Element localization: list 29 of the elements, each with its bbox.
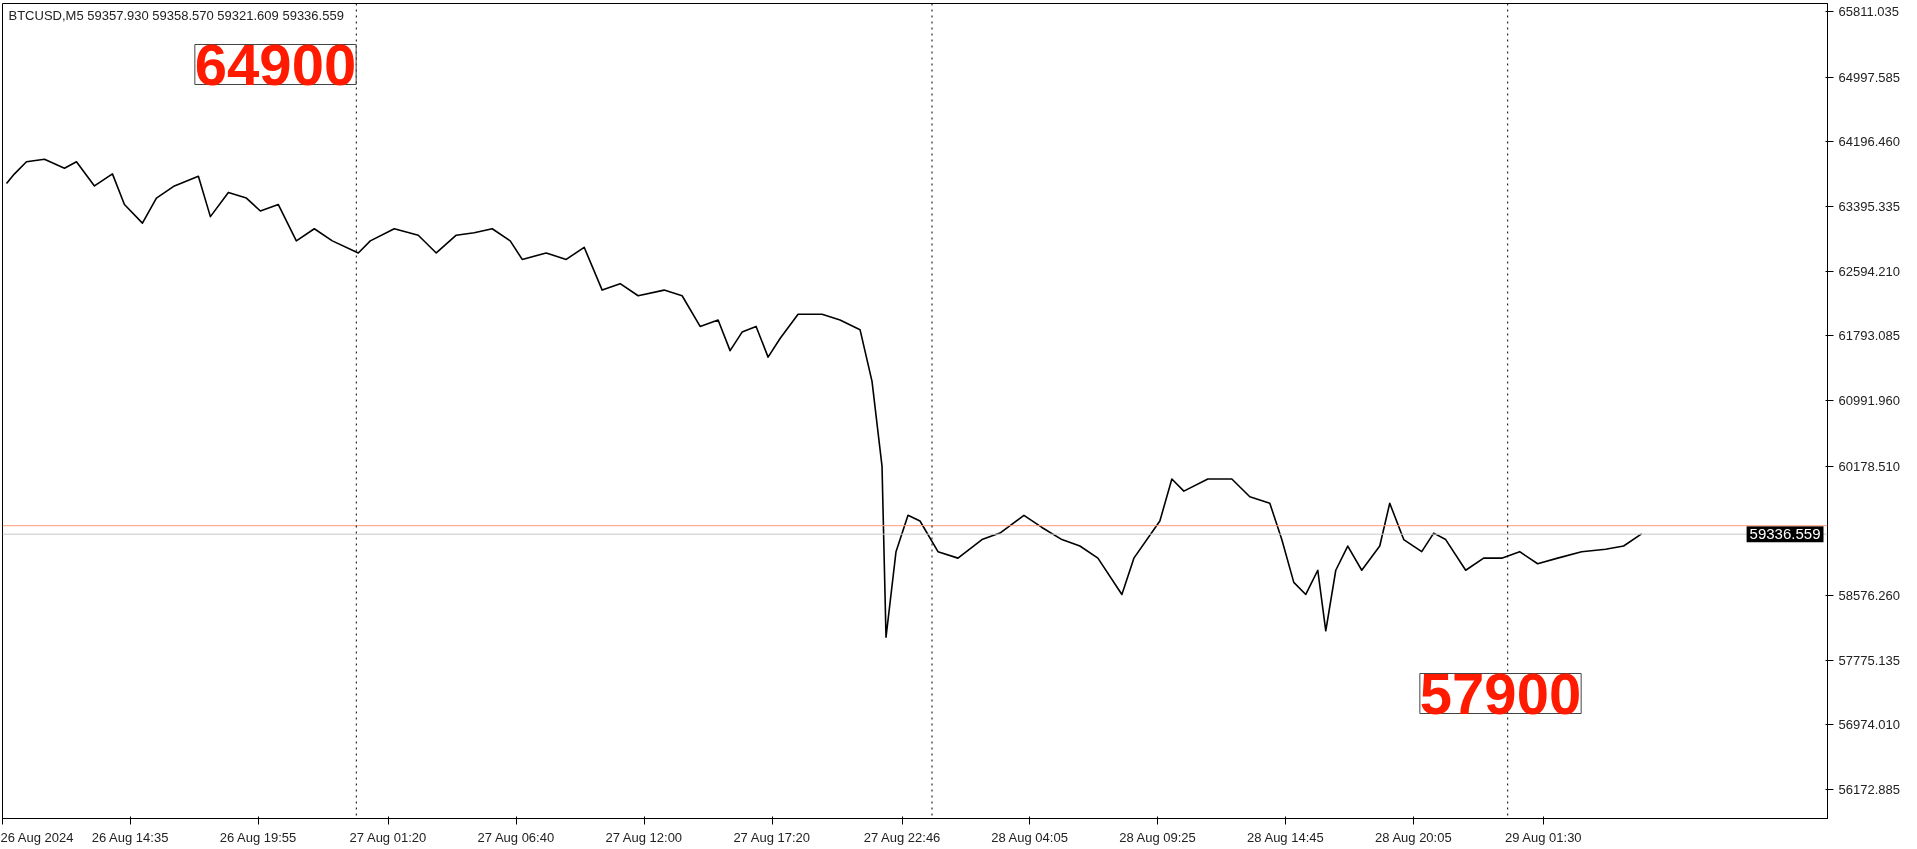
annotation: 57900 bbox=[1419, 660, 1582, 726]
x-tick-label: 27 Aug 06:40 bbox=[477, 829, 555, 845]
x-tick-label: 27 Aug 01:20 bbox=[349, 829, 427, 845]
x-tick-label: 28 Aug 09:25 bbox=[1119, 829, 1196, 845]
y-tick-label: 65811.035 bbox=[1838, 3, 1899, 19]
x-tick-label: 27 Aug 17:20 bbox=[733, 829, 811, 845]
x-tick-label: 28 Aug 14:45 bbox=[1247, 829, 1324, 845]
x-tick-label: 26 Aug 14:35 bbox=[91, 829, 169, 845]
y-tick-label: 58576.260 bbox=[1838, 588, 1900, 604]
y-tick-label: 60991.960 bbox=[1838, 393, 1900, 409]
y-tick-label: 57775.135 bbox=[1838, 652, 1900, 668]
ref-line-label: 59336.559 bbox=[1749, 525, 1821, 543]
y-tick-label: 64997.585 bbox=[1838, 69, 1900, 85]
x-tick-label: 26 Aug 2024 bbox=[0, 829, 74, 845]
annotation: 64900 bbox=[194, 31, 357, 97]
x-tick-label: 28 Aug 20:05 bbox=[1375, 829, 1452, 845]
y-tick-label: 56172.885 bbox=[1838, 782, 1900, 798]
y-tick-label: 64196.460 bbox=[1838, 134, 1900, 150]
x-tick-label: 26 Aug 19:55 bbox=[219, 829, 297, 845]
y-tick-label: 61793.085 bbox=[1838, 328, 1900, 344]
y-tick-label: 56974.010 bbox=[1838, 717, 1900, 733]
x-tick-label: 29 Aug 01:30 bbox=[1504, 829, 1582, 845]
chart-title: BTCUSD,M5 59357.930 59358.570 59321.609 59336.559 bbox=[8, 7, 344, 23]
y-tick-label: 62594.210 bbox=[1838, 263, 1900, 279]
x-tick-label: 28 Aug 04:05 bbox=[991, 829, 1068, 845]
y-tick-label: 63395.335 bbox=[1838, 199, 1900, 215]
x-tick-label: 27 Aug 12:00 bbox=[605, 829, 683, 845]
y-tick-label: 60178.510 bbox=[1838, 458, 1900, 474]
x-tick-label: 27 Aug 22:46 bbox=[863, 829, 941, 845]
